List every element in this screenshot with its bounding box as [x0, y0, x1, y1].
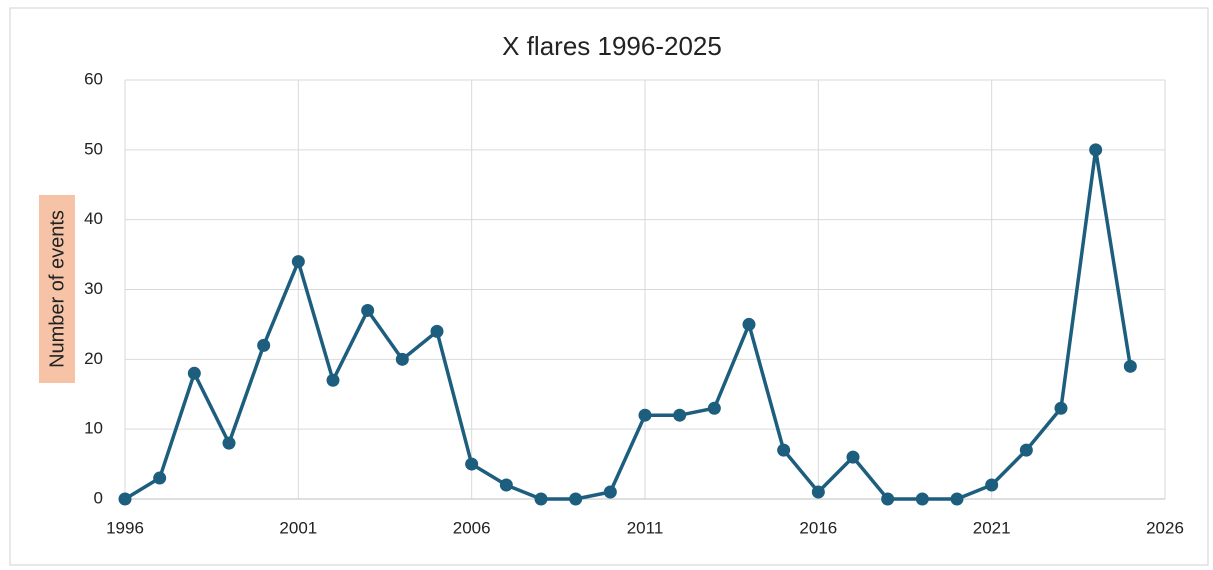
chart-title: X flares 1996-2025 [502, 31, 722, 61]
data-point [499, 478, 513, 492]
data-point [361, 303, 375, 317]
x-tick-label: 2001 [279, 518, 317, 537]
data-point [985, 478, 999, 492]
y-axis-label: Number of events [46, 210, 68, 368]
data-point [742, 317, 756, 331]
data-point [881, 492, 895, 506]
data-point [811, 485, 825, 499]
data-point [673, 408, 687, 422]
x-tick-label: 2016 [799, 518, 837, 537]
y-tick-label: 40 [84, 209, 103, 228]
y-axis-label-bg [39, 195, 75, 383]
data-point [222, 436, 236, 450]
data-point [534, 492, 548, 506]
data-point [291, 255, 305, 269]
data-point [1019, 443, 1033, 457]
y-tick-label: 20 [84, 349, 103, 368]
data-point [118, 492, 132, 506]
data-point [1123, 359, 1137, 373]
data-point [603, 485, 617, 499]
y-axis-label-group: Number of events [39, 195, 75, 383]
y-tick-label: 10 [84, 419, 103, 438]
x-tick-label: 1996 [106, 518, 144, 537]
data-point [777, 443, 791, 457]
data-point [257, 338, 271, 352]
chart-border [9, 7, 1209, 566]
x-tick-label: 2006 [453, 518, 491, 537]
data-point [707, 401, 721, 415]
data-point [465, 457, 479, 471]
y-tick-label: 0 [94, 488, 103, 507]
data-point [153, 471, 167, 485]
data-point [187, 366, 201, 380]
data-point [1089, 143, 1103, 157]
data-point [950, 492, 964, 506]
data-point [430, 324, 444, 338]
y-tick-label: 60 [84, 69, 103, 88]
data-point [915, 492, 929, 506]
data-point [638, 408, 652, 422]
x-tick-label: 2026 [1146, 518, 1184, 537]
x-tick-label: 2011 [627, 518, 664, 537]
data-point [569, 492, 583, 506]
x-tick-label: 2021 [973, 518, 1011, 537]
data-point [1054, 401, 1068, 415]
data-point [395, 352, 409, 366]
y-tick-label: 30 [84, 279, 103, 298]
data-point [846, 450, 860, 464]
data-point [326, 373, 340, 387]
y-tick-label: 50 [84, 139, 103, 158]
